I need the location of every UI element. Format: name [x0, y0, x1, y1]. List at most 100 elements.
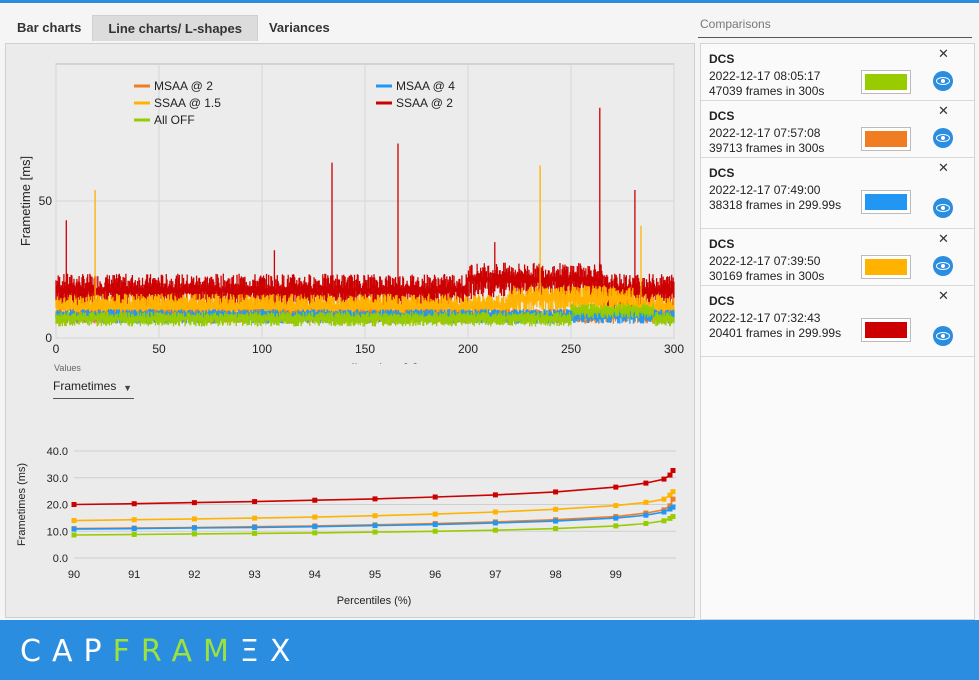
- eye-icon[interactable]: [933, 128, 953, 148]
- comparisons-divider: [698, 37, 972, 38]
- data-point: [553, 489, 559, 495]
- y-tick-label: 0: [45, 331, 52, 345]
- data-point: [131, 526, 137, 532]
- data-point: [661, 496, 667, 502]
- data-point: [372, 513, 378, 519]
- comparison-date: 2022-12-17 07:39:50: [709, 254, 821, 268]
- values-label: Values: [54, 363, 81, 373]
- comparison-item[interactable]: DCS 2022-12-17 07:49:00 38318 frames in 29…: [701, 158, 974, 229]
- data-point: [492, 509, 498, 515]
- data-point: [670, 496, 676, 502]
- data-point: [71, 502, 77, 507]
- y-tick-label: 0.0: [53, 553, 68, 565]
- series-line: [55, 165, 675, 324]
- data-point: [432, 494, 438, 500]
- capframex-logo: CAPFRAMΞX: [20, 634, 302, 669]
- values-dropdown[interactable]: Frametimes ▼: [53, 377, 134, 399]
- comparison-item[interactable]: DCS 2022-12-17 07:39:50 30169 frames in 30…: [701, 229, 974, 286]
- legend-label: All OFF: [154, 113, 195, 127]
- y-axis-label: Frametime [ms]: [18, 156, 33, 246]
- data-point: [312, 497, 318, 503]
- x-tick-label: 200: [458, 342, 478, 356]
- data-point: [312, 524, 318, 530]
- legend-label: SSAA @ 1.5: [154, 96, 221, 110]
- legend-label: SSAA @ 2: [396, 96, 453, 110]
- tab-variances[interactable]: Variances: [268, 20, 330, 35]
- close-icon[interactable]: ✕: [938, 160, 949, 175]
- data-point: [667, 506, 673, 512]
- comparison-color-picker[interactable]: [861, 190, 911, 214]
- data-point: [312, 530, 318, 536]
- data-point: [667, 492, 673, 498]
- comparison-item[interactable]: DCS 2022-12-17 07:32:43 20401 frames in 29…: [701, 286, 974, 357]
- eye-icon[interactable]: [933, 198, 953, 218]
- x-tick-label: 100: [252, 342, 272, 356]
- data-point: [661, 509, 667, 515]
- legend-label: MSAA @ 4: [396, 79, 455, 93]
- comparison-frames: 47039 frames in 300s: [709, 84, 825, 98]
- x-tick-label: 50: [152, 342, 166, 356]
- x-tick-label: 94: [309, 569, 321, 581]
- eye-icon[interactable]: [933, 326, 953, 346]
- y-tick-label: 30.0: [47, 473, 68, 485]
- data-point: [191, 525, 197, 531]
- comparison-color-picker[interactable]: [861, 70, 911, 94]
- x-axis-label: Percentiles (%): [337, 595, 412, 607]
- color-swatch: [865, 74, 907, 90]
- comparison-color-picker[interactable]: [861, 127, 911, 151]
- percentile-chart[interactable]: 0.0 10.0 20.0 30.0 40.0 90 91 92 93 94 95 96 97 98 99 P…: [6, 404, 696, 619]
- close-icon[interactable]: ✕: [938, 103, 949, 118]
- eye-icon[interactable]: [933, 256, 953, 276]
- data-point: [71, 532, 77, 538]
- comparisons-list: DCS 2022-12-17 08:05:17 47039 frames in 30…: [700, 43, 975, 620]
- comparison-date: 2022-12-17 07:57:08: [709, 126, 821, 140]
- comparison-item[interactable]: DCS 2022-12-17 07:57:08 39713 frames in 30…: [701, 101, 974, 158]
- y-tick-label: 50: [39, 194, 53, 208]
- comparison-color-picker[interactable]: [861, 255, 911, 279]
- x-tick-label: 98: [549, 569, 561, 581]
- x-tick-label: 96: [429, 569, 441, 581]
- tab-line-charts[interactable]: Line charts/ L-shapes: [92, 15, 258, 41]
- series-line: [55, 303, 675, 327]
- x-tick-label: 99: [610, 569, 622, 581]
- series-line: [73, 491, 674, 522]
- data-point: [191, 531, 197, 537]
- tab-bar-charts[interactable]: Bar charts: [17, 20, 82, 35]
- comparison-game: DCS: [709, 166, 735, 180]
- legend-label: MSAA @ 2: [154, 79, 213, 93]
- comparison-game: DCS: [709, 237, 735, 251]
- data-point: [131, 531, 137, 537]
- comparison-frames: 30169 frames in 300s: [709, 269, 825, 283]
- eye-icon[interactable]: [933, 71, 953, 91]
- data-point: [553, 518, 559, 524]
- data-point: [670, 468, 676, 474]
- comparison-date: 2022-12-17 08:05:17: [709, 69, 821, 83]
- comparison-frames: 20401 frames in 299.99s: [709, 326, 842, 340]
- data-point: [492, 527, 498, 533]
- x-axis-label: Recording time [s]: [313, 361, 418, 364]
- data-point: [372, 529, 378, 535]
- data-point: [492, 492, 498, 498]
- frametime-chart[interactable]: 0 50 100 150 200 250 300 0 50 Recording time [s] F…: [6, 44, 696, 364]
- data-point: [643, 480, 649, 486]
- comparison-date: 2022-12-17 07:49:00: [709, 183, 821, 197]
- series-line: [73, 506, 674, 530]
- data-point: [191, 500, 197, 506]
- tab-bar: Bar charts Line charts/ L-shapes Varianc…: [6, 15, 341, 43]
- data-point: [432, 522, 438, 528]
- data-point: [312, 514, 318, 520]
- x-tick-label: 250: [561, 342, 581, 356]
- close-icon[interactable]: ✕: [938, 288, 949, 303]
- line-charts-panel: 0 50 100 150 200 250 300 0 50 Recording time [s] F…: [5, 43, 695, 618]
- x-tick-label: 97: [489, 569, 501, 581]
- close-icon[interactable]: ✕: [938, 46, 949, 61]
- data-point: [553, 526, 559, 532]
- x-tick-label: 0: [53, 342, 60, 356]
- x-tick-label: 95: [369, 569, 381, 581]
- comparison-item[interactable]: DCS 2022-12-17 08:05:17 47039 frames in 30…: [701, 44, 974, 101]
- data-point: [670, 514, 676, 520]
- data-point: [553, 506, 559, 512]
- data-point: [643, 499, 649, 505]
- comparison-color-picker[interactable]: [861, 318, 911, 342]
- close-icon[interactable]: ✕: [938, 231, 949, 246]
